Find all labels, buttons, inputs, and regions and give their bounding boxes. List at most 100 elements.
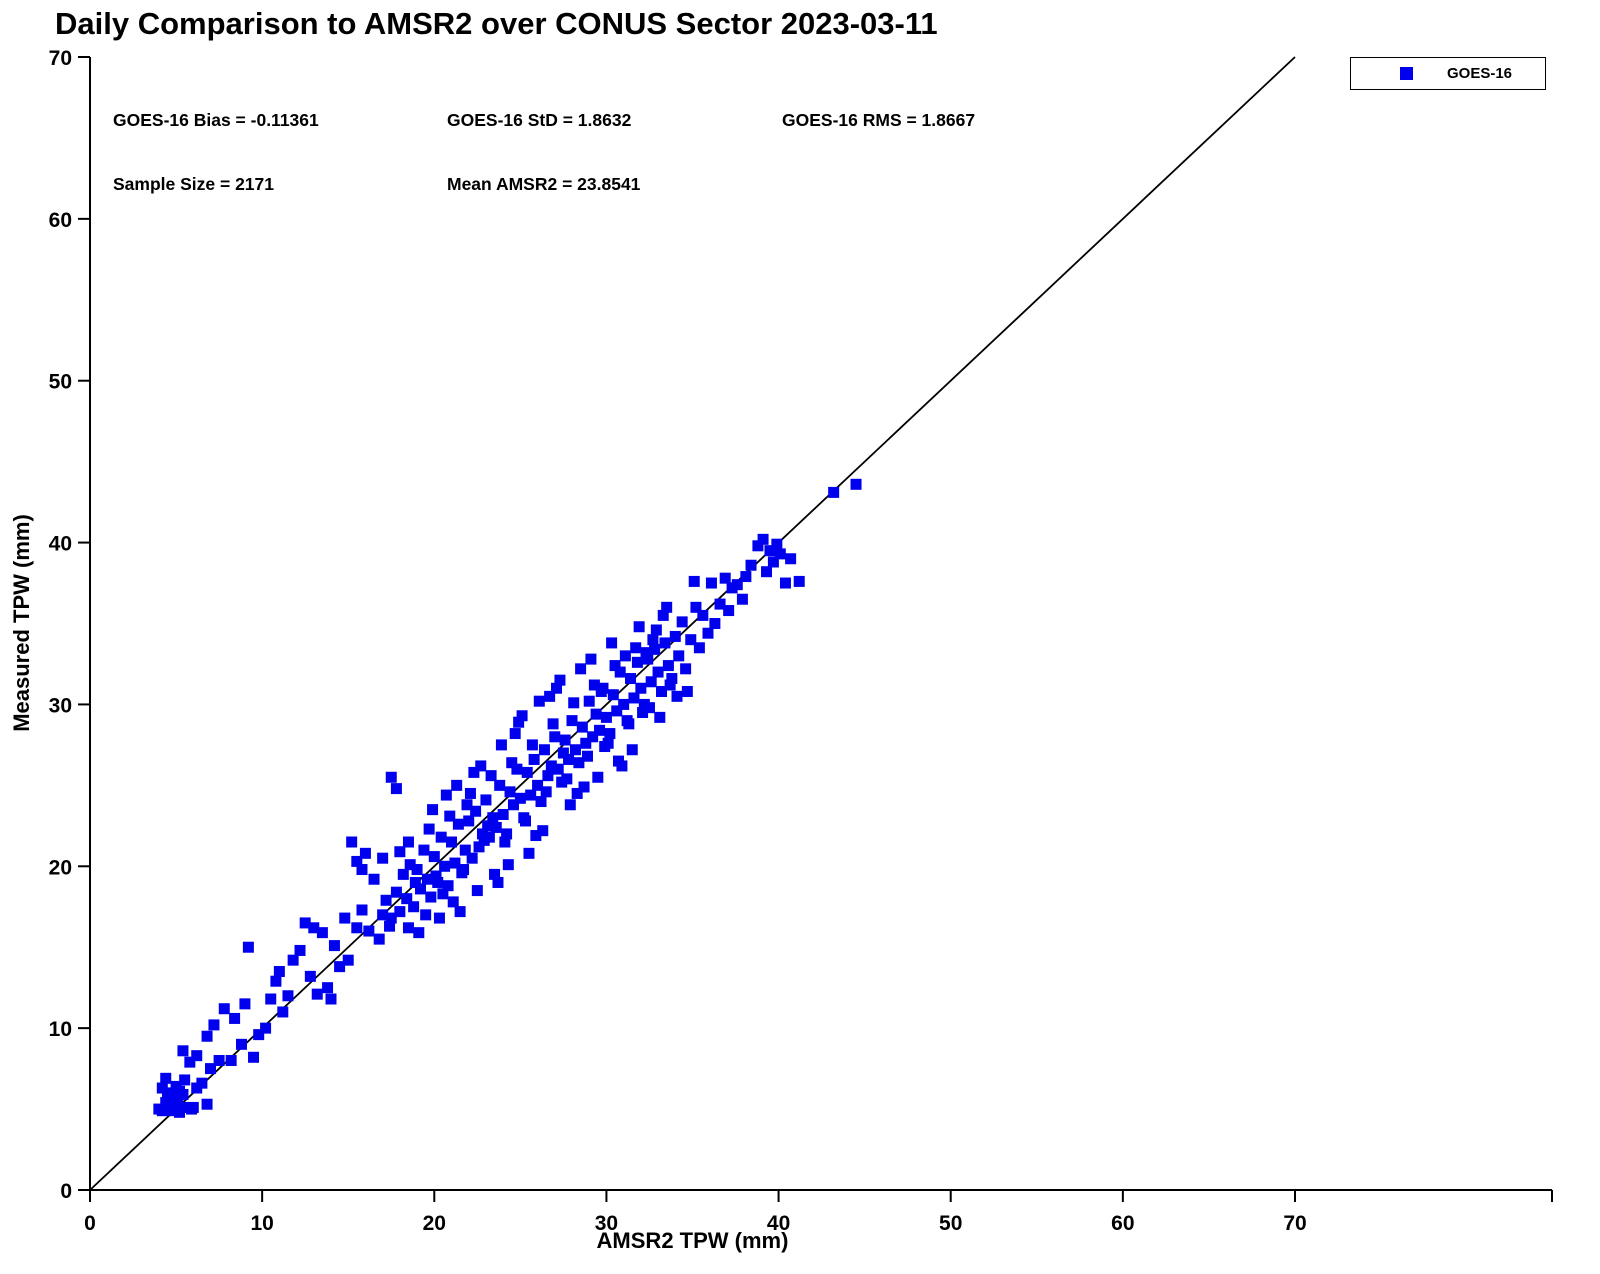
scatter-point	[563, 753, 575, 765]
scatter-point	[657, 609, 669, 621]
scatter-point	[201, 1030, 213, 1042]
scatter-point	[454, 906, 466, 918]
scatter-point	[177, 1089, 189, 1101]
scatter-point	[351, 922, 363, 934]
scatter-point	[767, 556, 779, 568]
scatter-point	[368, 873, 380, 885]
scatter-point	[504, 786, 516, 798]
scatter-point	[514, 792, 526, 804]
scatter-point	[761, 566, 773, 578]
scatter-point	[208, 1019, 220, 1031]
scatter-point	[476, 828, 488, 840]
scatter-point	[487, 812, 499, 824]
scatter-point	[265, 993, 277, 1005]
scatter-point	[394, 846, 406, 858]
scatter-point	[356, 904, 368, 916]
scatter-point	[440, 789, 452, 801]
scatter-point	[652, 666, 664, 678]
scatter-point	[630, 642, 642, 654]
scatter-point	[184, 1056, 196, 1068]
scatter-point	[631, 656, 643, 668]
scatter-point	[471, 885, 483, 897]
scatter-point	[421, 873, 433, 885]
scatter-point	[757, 533, 769, 545]
scatter-point	[583, 695, 595, 707]
scatter-point	[618, 698, 630, 710]
scatter-point	[506, 757, 518, 769]
chart-title: Daily Comparison to AMSR2 over CONUS Sec…	[55, 6, 938, 41]
scatter-point	[645, 676, 657, 688]
scatter-point	[602, 737, 614, 749]
y-tick-label: 20	[49, 856, 72, 879]
scatter-point	[637, 707, 649, 719]
scatter-point	[559, 734, 571, 746]
scatter-point	[581, 750, 593, 762]
scatter-point	[625, 673, 637, 685]
y-tick-label: 70	[49, 47, 72, 70]
scatter-point	[270, 975, 282, 987]
scatter-point	[205, 1063, 216, 1075]
scatter-point	[656, 685, 668, 697]
scatter-point	[521, 766, 533, 778]
scatter-point	[714, 598, 726, 610]
scatter-point	[528, 753, 540, 765]
scatter-point	[661, 601, 673, 613]
scatter-point	[497, 808, 509, 820]
scatter-point	[731, 579, 743, 591]
scatter-point	[719, 572, 731, 584]
scatter-point	[342, 954, 354, 966]
scatter-point	[492, 876, 504, 888]
scatter-point	[564, 799, 576, 811]
scatter-point	[547, 718, 559, 730]
scatter-point	[520, 815, 532, 827]
scatter-point	[771, 538, 783, 550]
scatter-point	[516, 710, 528, 722]
scatter-point	[442, 880, 454, 892]
scatter-point	[616, 760, 628, 772]
scatter-point	[463, 815, 475, 827]
scatter-point	[633, 621, 645, 633]
scatter-point	[626, 744, 638, 756]
identity-line	[89, 56, 1296, 1191]
scatter-point	[705, 577, 717, 589]
scatter-point	[390, 783, 402, 795]
scatter-point	[201, 1098, 213, 1110]
scatter-point	[446, 836, 457, 848]
scatter-point	[239, 998, 251, 1010]
scatter-point	[587, 731, 599, 743]
scatter-point	[475, 760, 487, 772]
scatter-point	[483, 831, 495, 843]
scatter-point	[170, 1100, 182, 1112]
scatter-point	[235, 1038, 247, 1050]
scatter-point	[451, 779, 463, 791]
scatter-point	[346, 836, 358, 848]
x-tick-label: 0	[84, 1212, 96, 1235]
scatter-point	[600, 711, 612, 723]
scatter-point	[294, 944, 306, 956]
x-tick-label: 10	[250, 1212, 273, 1235]
scatter-point	[439, 860, 451, 872]
scatter-point	[614, 666, 626, 678]
scatter-point	[413, 927, 425, 939]
scatter-point	[187, 1101, 199, 1113]
scatter-point	[635, 682, 647, 694]
scatter-point	[356, 864, 368, 876]
scatter-point	[401, 893, 413, 905]
scatter-point	[384, 920, 396, 932]
scatter-point	[433, 912, 445, 924]
x-tick-label: 50	[939, 1212, 962, 1235]
scatter-point	[576, 721, 588, 733]
scatter-point	[468, 766, 480, 778]
y-tick-label: 40	[49, 533, 72, 556]
scatter-point	[449, 857, 461, 869]
scatter-point	[664, 679, 676, 691]
scatter-point	[606, 637, 618, 649]
scatter-point	[647, 634, 659, 646]
scatter-point	[530, 830, 542, 842]
stat-mean-amsr2: Mean AMSR2 = 23.8541	[447, 174, 641, 194]
x-tick-label: 40	[767, 1212, 790, 1235]
legend-box: GOES-16	[1350, 57, 1546, 90]
scatter-point	[604, 728, 616, 740]
scatter-point	[575, 663, 587, 675]
scatter-point	[585, 653, 597, 665]
